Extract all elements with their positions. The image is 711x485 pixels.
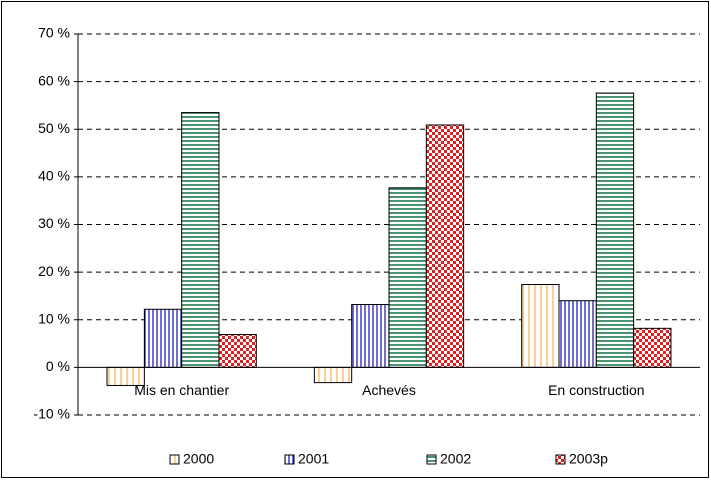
legend-label: 2001 — [298, 451, 329, 467]
x-tick-label: Mis en chantier — [134, 382, 229, 398]
legend-swatch — [284, 454, 295, 465]
bar — [181, 112, 220, 368]
y-tick-label: 50 % — [38, 120, 70, 136]
bar — [633, 327, 672, 368]
bar — [558, 300, 597, 368]
y-tick-label: 10 % — [38, 310, 70, 326]
y-tick-label: 40 % — [38, 168, 70, 184]
x-tick-label: En construction — [548, 382, 645, 398]
x-tick-label: Achevés — [362, 382, 416, 398]
y-tick-label: 70 % — [38, 25, 70, 41]
legend-label: 2003p — [569, 451, 608, 467]
y-tick-label: 60 % — [38, 72, 70, 88]
bar — [313, 366, 353, 384]
bar — [351, 304, 390, 368]
legend-swatch — [426, 454, 437, 465]
bar — [595, 92, 635, 368]
legend-swatch — [555, 454, 566, 465]
y-tick-label: 20 % — [38, 263, 70, 279]
bar — [388, 187, 427, 368]
y-tick-label: 0 % — [46, 358, 70, 374]
y-tick-label: -10 % — [33, 406, 70, 422]
legend-label: 2002 — [440, 451, 471, 467]
legend-label: 2000 — [183, 451, 214, 467]
legend-swatch — [169, 454, 180, 465]
y-tick-label: 30 % — [38, 215, 70, 231]
bar — [218, 334, 257, 368]
bar — [143, 308, 183, 368]
bar — [425, 124, 465, 368]
bar — [521, 284, 560, 368]
chart-border — [1, 1, 709, 478]
